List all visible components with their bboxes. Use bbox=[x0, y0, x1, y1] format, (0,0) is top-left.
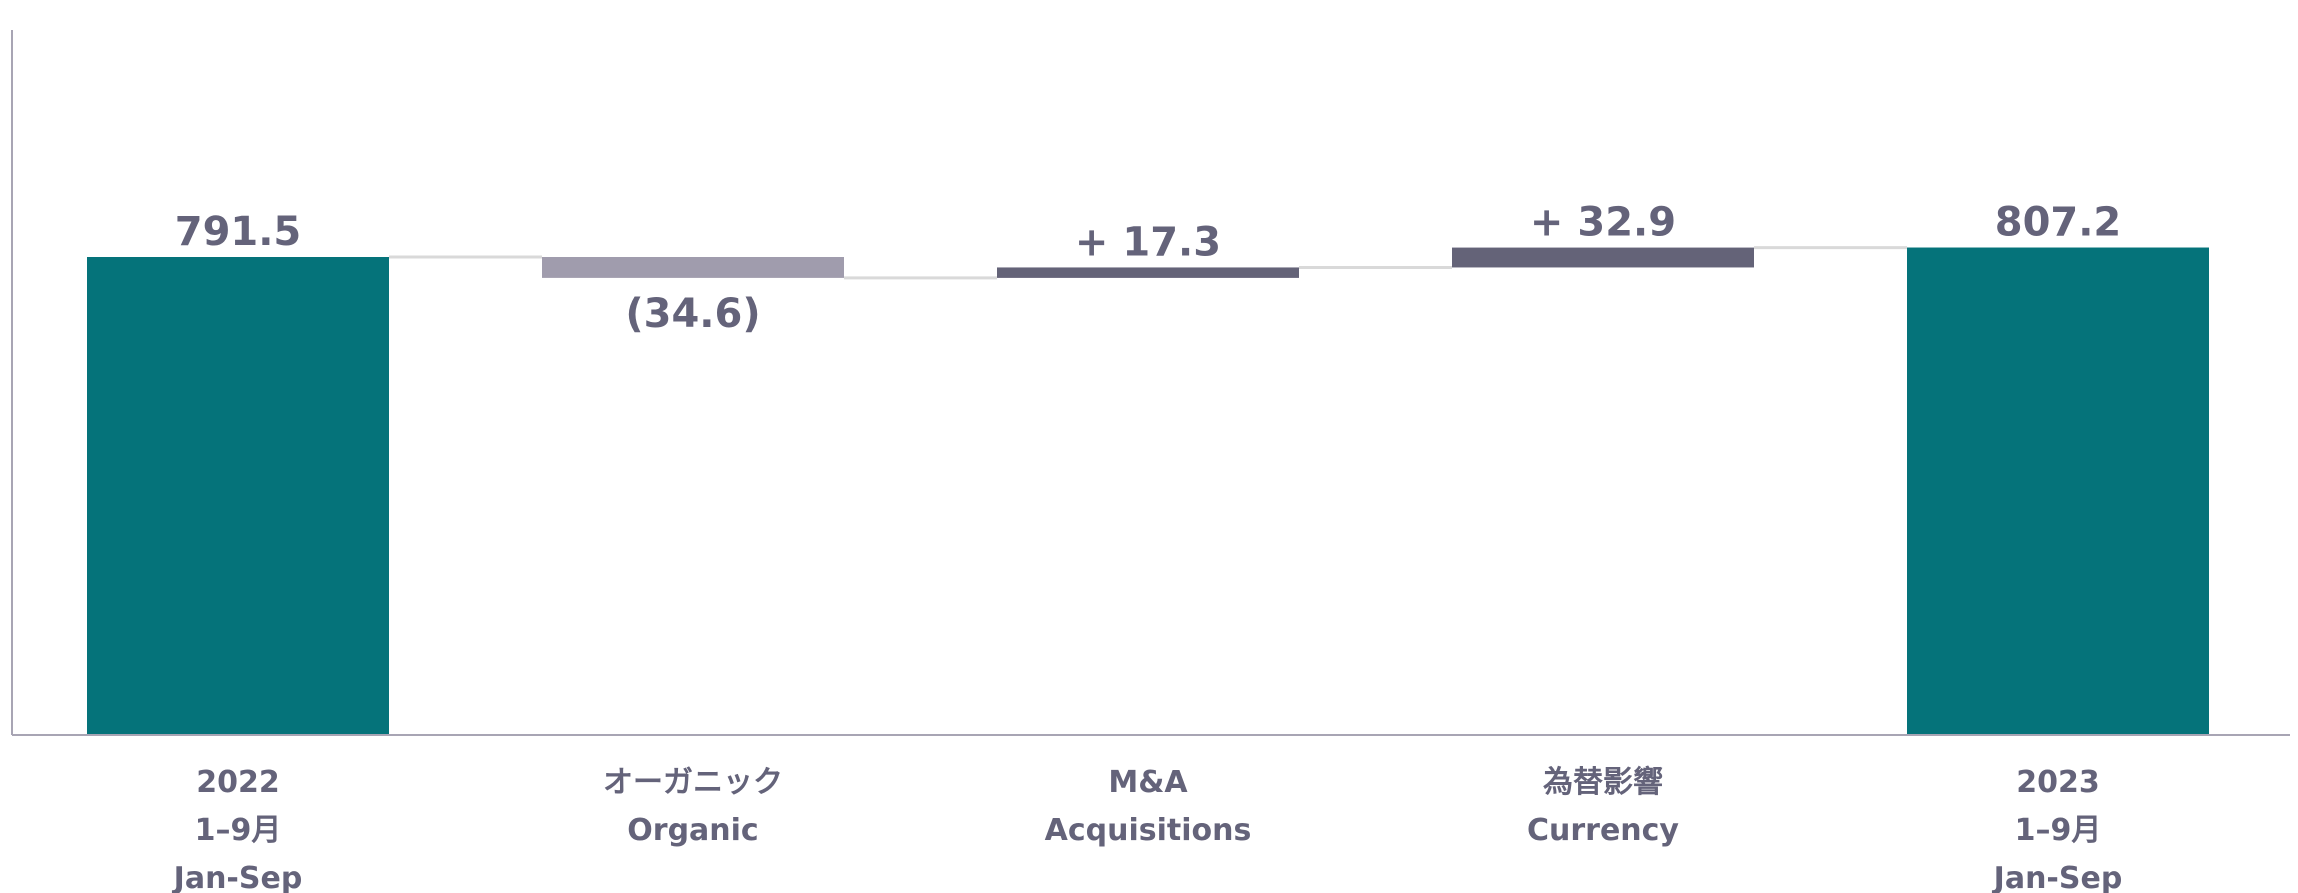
value-label-3: + 17.3 bbox=[1075, 219, 1221, 265]
category-label-1-line-2: 1–9月 bbox=[195, 813, 282, 848]
category-labels: 2022 1–9月 Jan-Sep オーガニック Organic M&A Acquisiti… bbox=[172, 765, 2123, 893]
category-label-5-line-2: 1–9月 bbox=[2015, 813, 2102, 848]
category-label-5-line-3: Jan-Sep bbox=[1992, 861, 2123, 893]
bars bbox=[87, 247, 2209, 736]
category-label-5-line-1: 2023 bbox=[2016, 765, 2100, 800]
bar-5 bbox=[1907, 247, 2209, 736]
category-label-1-line-1: 2022 bbox=[196, 765, 280, 800]
bar-1 bbox=[87, 257, 389, 735]
value-labels: 791.5 (34.6) + 17.3 + 32.9 807.2 bbox=[175, 200, 2122, 337]
bar-4 bbox=[1452, 247, 1754, 268]
category-label-1-line-3: Jan-Sep bbox=[172, 861, 303, 893]
category-label-4-line-1: 為替影響 bbox=[1543, 765, 1663, 800]
value-label-1: 791.5 bbox=[175, 209, 302, 255]
value-label-2: (34.6) bbox=[625, 291, 760, 337]
value-label-5: 807.2 bbox=[1995, 200, 2122, 246]
category-label-3-line-1: M&A bbox=[1108, 765, 1188, 800]
bar-3 bbox=[997, 267, 1299, 278]
axes bbox=[11, 30, 2290, 736]
category-label-2-line-2: Organic bbox=[627, 813, 758, 848]
category-label-3-line-2: Acquisitions bbox=[1045, 813, 1252, 848]
value-label-4: + 32.9 bbox=[1530, 200, 1676, 246]
category-label-4-line-2: Currency bbox=[1527, 813, 1679, 848]
bar-2 bbox=[542, 257, 844, 278]
connector-lines bbox=[389, 246, 1907, 280]
category-label-2-line-1: オーガニック bbox=[603, 765, 783, 800]
